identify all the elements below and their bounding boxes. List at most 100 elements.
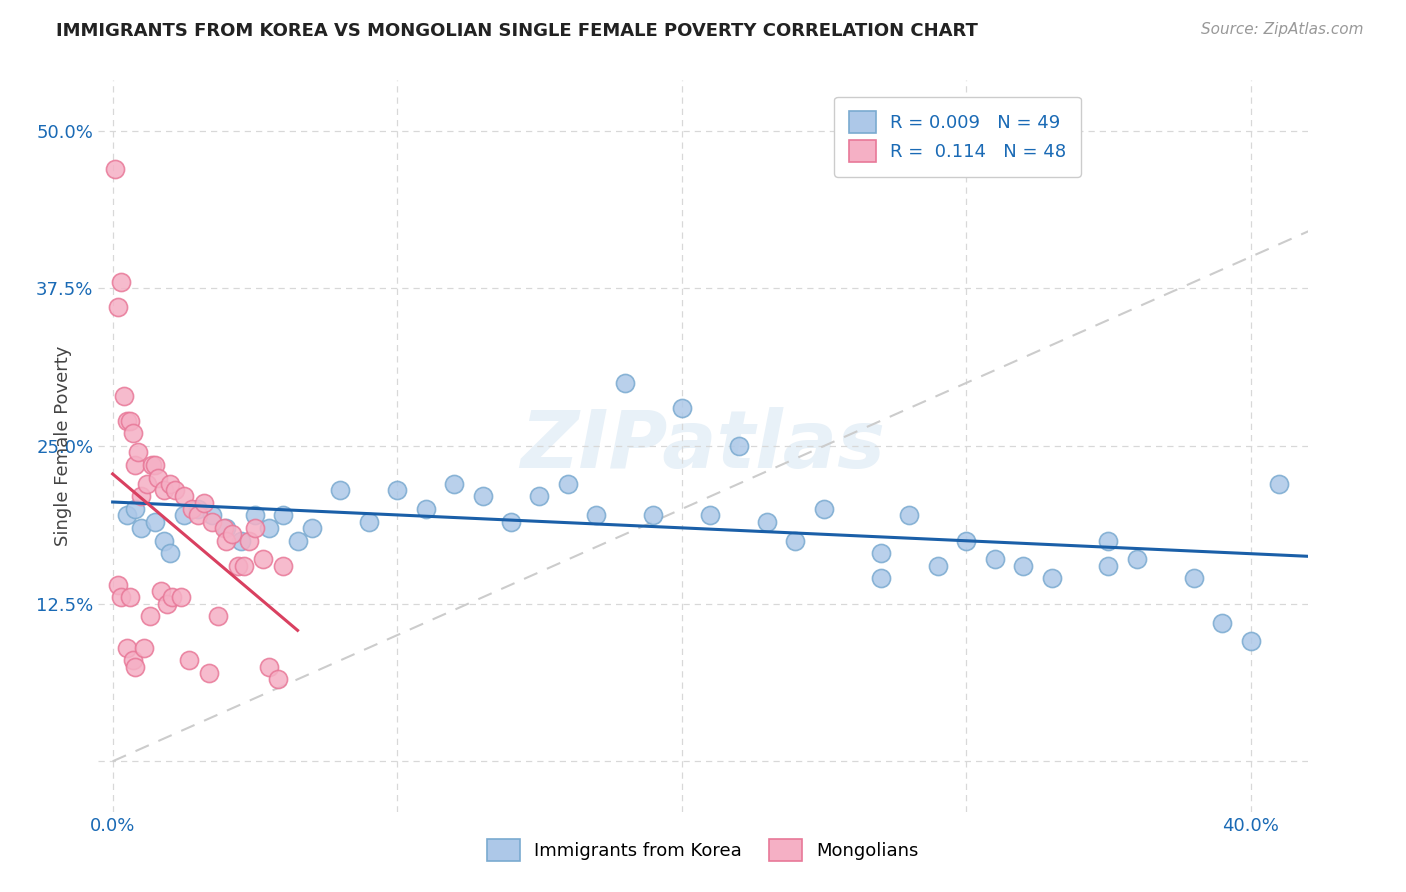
Point (121, 426, 143, 441)
Point (138, 609, 160, 624)
Point (226, 558, 249, 573)
Point (215, 521, 238, 535)
Point (124, 458, 146, 472)
Point (869, 546, 891, 560)
Point (232, 558, 254, 573)
Point (1211, 615, 1233, 630)
Point (132, 640, 155, 655)
Text: IMMIGRANTS FROM KOREA VS MONGOLIAN SINGLE FEMALE POVERTY CORRELATION CHART: IMMIGRANTS FROM KOREA VS MONGOLIAN SINGL… (56, 22, 979, 40)
Point (165, 483, 187, 497)
Point (221, 527, 243, 541)
Point (243, 508, 266, 523)
Point (129, 490, 152, 504)
Point (121, 653, 143, 667)
Point (257, 521, 280, 535)
Point (118, 414, 141, 428)
Point (499, 515, 522, 529)
Point (1097, 533, 1119, 548)
Point (146, 470, 169, 484)
Point (238, 533, 260, 548)
Point (1268, 476, 1291, 491)
Point (153, 533, 176, 548)
Point (198, 665, 221, 680)
Point (215, 533, 238, 548)
Point (143, 515, 166, 529)
Point (170, 591, 193, 605)
Point (207, 609, 229, 624)
Point (135, 476, 157, 491)
Point (385, 483, 408, 497)
Point (118, 591, 141, 605)
Point (1097, 558, 1119, 573)
Point (173, 490, 195, 504)
Point (187, 502, 209, 516)
Point (229, 533, 252, 548)
Point (643, 508, 665, 523)
Legend: Immigrants from Korea, Mongolians: Immigrants from Korea, Mongolians (478, 830, 928, 870)
Point (613, 376, 636, 390)
Point (110, 591, 132, 605)
Point (1040, 571, 1063, 585)
Point (104, 161, 127, 176)
Point (869, 571, 891, 585)
Point (927, 558, 949, 573)
Point (443, 476, 465, 491)
Point (127, 445, 149, 459)
Point (173, 508, 195, 523)
Point (156, 597, 179, 611)
Point (813, 502, 835, 516)
Point (201, 508, 224, 523)
Point (252, 552, 274, 566)
Point (115, 414, 138, 428)
Point (1240, 634, 1263, 648)
Point (699, 508, 721, 523)
Point (266, 673, 288, 687)
Point (301, 521, 323, 535)
Point (557, 476, 579, 491)
Point (1182, 571, 1205, 585)
Point (201, 515, 224, 529)
Point (243, 521, 266, 535)
Point (357, 515, 380, 529)
Point (162, 591, 184, 605)
Point (955, 533, 977, 548)
Point (727, 439, 749, 453)
Legend: R = 0.009   N = 49, R =  0.114   N = 48: R = 0.009 N = 49, R = 0.114 N = 48 (834, 96, 1081, 177)
Point (756, 515, 779, 529)
Point (115, 640, 138, 655)
Point (141, 458, 163, 472)
Text: ZIPatlas: ZIPatlas (520, 407, 886, 485)
Point (150, 584, 173, 599)
Point (159, 546, 181, 560)
Point (179, 653, 201, 667)
Point (785, 533, 807, 548)
Point (159, 476, 181, 491)
Point (124, 502, 146, 516)
Point (471, 490, 494, 504)
Point (329, 483, 352, 497)
Point (1012, 558, 1035, 573)
Point (287, 533, 309, 548)
Point (143, 458, 166, 472)
Point (273, 508, 295, 523)
Text: Source: ZipAtlas.com: Source: ZipAtlas.com (1201, 22, 1364, 37)
Point (898, 508, 921, 523)
Point (585, 508, 607, 523)
Point (112, 388, 135, 402)
Point (671, 401, 693, 416)
Point (193, 496, 215, 510)
Point (129, 521, 152, 535)
Point (1126, 552, 1149, 566)
Point (257, 659, 280, 673)
Point (110, 275, 132, 289)
Point (415, 502, 437, 516)
Point (124, 659, 146, 673)
Point (115, 508, 138, 523)
Point (153, 483, 176, 497)
Point (107, 578, 129, 592)
Point (187, 508, 209, 523)
Point (983, 552, 1005, 566)
Point (529, 490, 551, 504)
Point (107, 300, 129, 314)
Text: Single Female Poverty: Single Female Poverty (55, 346, 72, 546)
